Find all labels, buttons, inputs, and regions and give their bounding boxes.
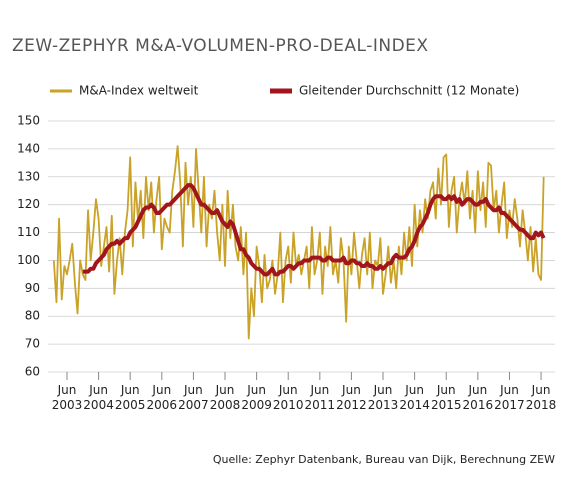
x-tick-label: Jun 2003 [51,383,83,412]
x-tick-label: Jun 2012 [336,383,367,412]
x-tick-label: Jun 2007 [178,383,209,412]
y-tick-label: 140 [17,141,40,155]
chart-title: ZEW-ZEPHYR M&A-VOLUMEN-PRO-DEAL-INDEX [12,36,429,56]
x-tick-label: Jun 2013 [367,383,399,412]
x-tick-label: Jun 2004 [83,383,114,412]
y-tick-label: 60 [25,365,40,379]
y-tick-label: 70 [25,337,40,351]
y-tick-label: 150 [17,114,40,128]
x-tick-label: Jun 2009 [241,383,272,412]
y-tick-label: 80 [25,309,40,323]
series-line [52,145,545,340]
legend-label: M&A-Index weltweit [79,84,199,98]
x-tick-label: Jun 2010 [272,383,304,412]
y-tick-label: 120 [17,197,40,211]
y-tick-label: 100 [17,253,40,267]
x-tick-label: Jun 2017 [494,383,525,412]
x-tick-label: Jun 2005 [114,383,146,412]
legend-label: Gleitender Durchschnitt (12 Monate) [299,84,519,98]
x-tick-label: Jun 2014 [399,383,430,412]
x-tick-label: Jun 2018 [525,383,557,412]
y-tick-label: 110 [17,225,40,239]
x-tick-label: Jun 2011 [304,383,336,412]
series-line [82,183,546,277]
x-tick-label: Jun 2015 [430,383,462,412]
x-tick-label: Jun 2016 [462,383,494,412]
y-tick-label: 130 [17,169,40,183]
y-tick-label: 90 [25,281,40,295]
x-tick-label: Jun 2008 [209,383,241,412]
x-tick-label: Jun 2006 [146,383,178,412]
source: Quelle: Zephyr Datenbank, Bureau van Dij… [213,453,555,466]
